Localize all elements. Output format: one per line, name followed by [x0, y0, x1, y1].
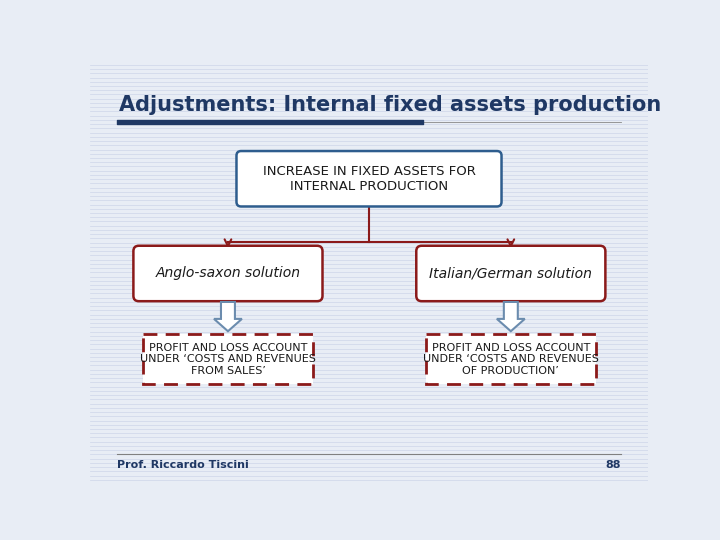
Polygon shape	[497, 302, 525, 331]
Bar	[143, 334, 313, 384]
Text: PROFIT AND LOSS ACCOUNT
UNDER ‘COSTS AND REVENUES
FROM SALES’: PROFIT AND LOSS ACCOUNT UNDER ‘COSTS AND…	[140, 343, 316, 376]
Bar	[426, 334, 596, 384]
Polygon shape	[214, 302, 242, 331]
Text: Italian/German solution: Italian/German solution	[429, 266, 593, 280]
Bar	[426, 334, 596, 384]
FancyBboxPatch shape	[416, 246, 606, 301]
FancyBboxPatch shape	[236, 151, 502, 206]
Text: PROFIT AND LOSS ACCOUNT
UNDER ‘COSTS AND REVENUES
OF PRODUCTION’: PROFIT AND LOSS ACCOUNT UNDER ‘COSTS AND…	[423, 343, 599, 376]
Text: Anglo-saxon solution: Anglo-saxon solution	[156, 266, 300, 280]
FancyBboxPatch shape	[133, 246, 323, 301]
Text: INCREASE IN FIXED ASSETS FOR
INTERNAL PRODUCTION: INCREASE IN FIXED ASSETS FOR INTERNAL PR…	[263, 165, 475, 193]
Text: 88: 88	[606, 460, 621, 470]
Text: Prof. Riccardo Tiscini: Prof. Riccardo Tiscini	[117, 460, 249, 470]
Bar	[143, 334, 313, 384]
Text: Adjustments: Internal fixed assets production: Adjustments: Internal fixed assets produ…	[120, 95, 662, 115]
